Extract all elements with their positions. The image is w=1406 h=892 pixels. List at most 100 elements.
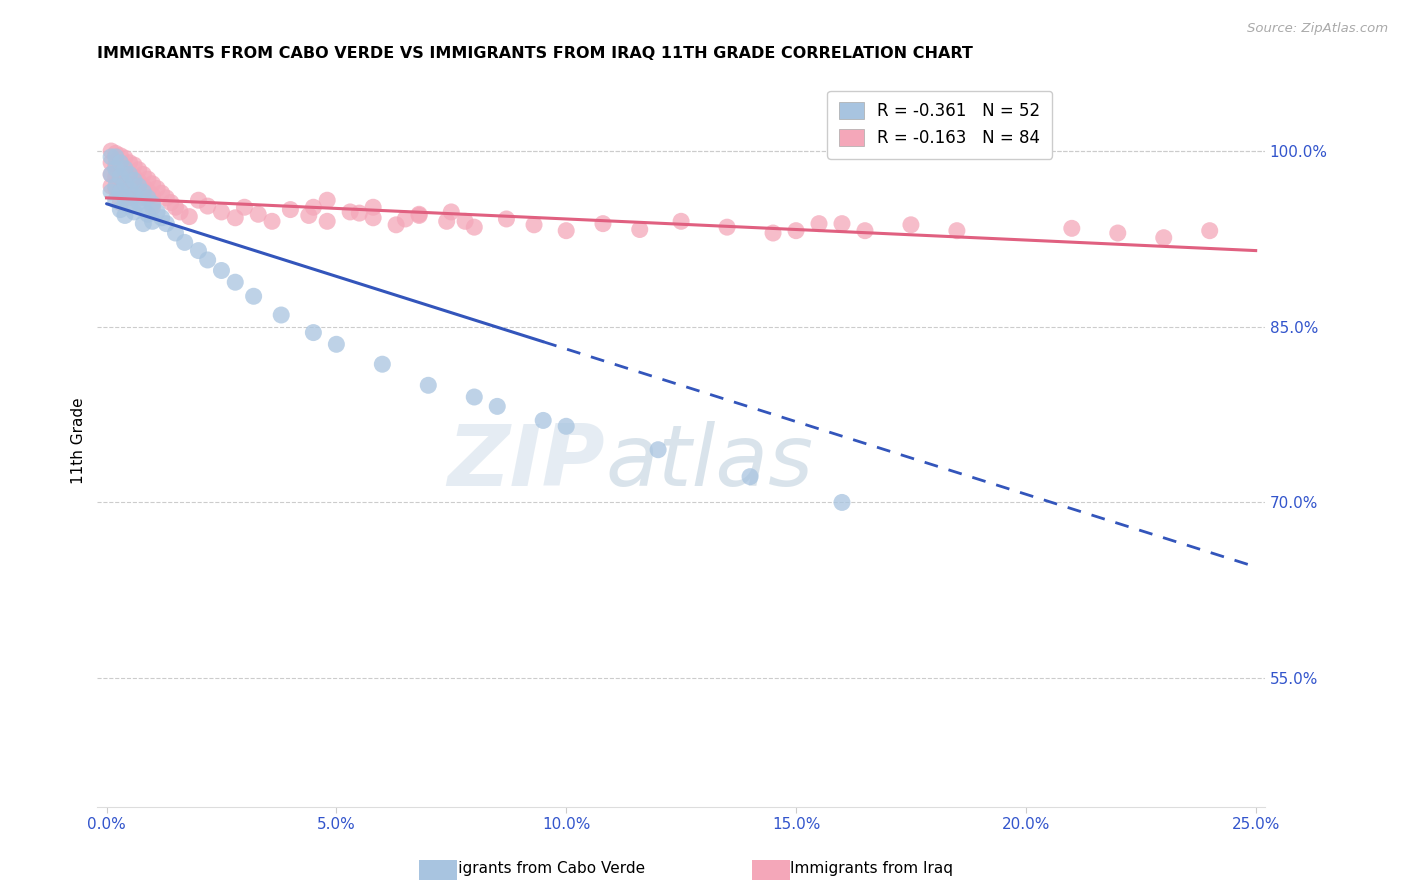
Point xyxy=(104,161,127,176)
Point xyxy=(900,218,922,232)
Point xyxy=(233,200,256,214)
Point xyxy=(785,224,807,238)
Point xyxy=(122,169,145,184)
Point xyxy=(187,244,209,258)
Point xyxy=(136,184,159,198)
Point xyxy=(555,419,578,434)
Point xyxy=(150,211,173,225)
Point xyxy=(280,202,302,217)
Point xyxy=(118,179,141,194)
Point xyxy=(114,186,136,201)
Point xyxy=(132,217,155,231)
Point xyxy=(150,186,173,201)
Point xyxy=(128,179,150,194)
Point xyxy=(1107,226,1129,240)
Point xyxy=(110,172,132,186)
Text: Source: ZipAtlas.com: Source: ZipAtlas.com xyxy=(1247,22,1388,36)
Point xyxy=(100,150,122,164)
Point xyxy=(316,193,339,207)
Point xyxy=(169,205,191,219)
Point xyxy=(385,218,408,232)
Point xyxy=(128,186,150,201)
Point xyxy=(211,263,233,277)
Point xyxy=(463,390,485,404)
Point xyxy=(136,207,159,221)
Point xyxy=(100,168,122,182)
Point xyxy=(531,413,554,427)
Point xyxy=(118,155,141,169)
Point xyxy=(302,326,325,340)
Point xyxy=(114,174,136,188)
Point xyxy=(165,226,187,240)
Point xyxy=(114,191,136,205)
Point xyxy=(114,161,136,176)
Legend: R = -0.361   N = 52, R = -0.163   N = 84: R = -0.361 N = 52, R = -0.163 N = 84 xyxy=(827,91,1052,159)
Point xyxy=(316,214,339,228)
Point xyxy=(454,214,477,228)
Point xyxy=(128,174,150,188)
Point xyxy=(128,195,150,210)
Point xyxy=(141,196,163,211)
Point xyxy=(361,211,384,225)
Point xyxy=(118,183,141,197)
Point xyxy=(118,191,141,205)
Point xyxy=(463,220,485,235)
Point xyxy=(669,214,692,228)
Point xyxy=(122,205,145,219)
Point xyxy=(132,200,155,214)
Point xyxy=(211,205,233,219)
Point xyxy=(555,224,578,238)
Point xyxy=(104,179,127,194)
Point xyxy=(160,195,183,210)
Text: ZIP: ZIP xyxy=(447,421,605,504)
Point xyxy=(394,211,416,226)
Point xyxy=(165,200,187,214)
Point xyxy=(247,207,270,221)
Point xyxy=(361,200,384,214)
Point xyxy=(1198,224,1220,238)
Point xyxy=(592,217,614,231)
Point xyxy=(110,169,132,184)
Point xyxy=(141,188,163,202)
Point xyxy=(179,210,201,224)
Y-axis label: 11th Grade: 11th Grade xyxy=(72,398,86,484)
Point xyxy=(132,185,155,199)
Point xyxy=(100,179,122,194)
Point xyxy=(141,200,163,214)
Point xyxy=(224,211,246,225)
Point xyxy=(197,199,219,213)
Text: Immigrants from Cabo Verde: Immigrants from Cabo Verde xyxy=(423,861,645,876)
Point xyxy=(495,211,517,226)
Point xyxy=(187,193,209,207)
Point xyxy=(100,185,122,199)
Point xyxy=(100,155,122,169)
Point xyxy=(122,173,145,187)
Point xyxy=(104,146,127,161)
Point xyxy=(146,181,169,195)
Point xyxy=(122,158,145,172)
Point xyxy=(371,357,394,371)
Point xyxy=(197,252,219,267)
Point xyxy=(104,150,127,164)
Point xyxy=(831,217,853,231)
Point xyxy=(242,289,264,303)
Point xyxy=(110,149,132,163)
Point xyxy=(302,200,325,214)
Point xyxy=(1060,221,1083,235)
Point xyxy=(436,214,458,228)
Point xyxy=(110,161,132,175)
Point xyxy=(716,220,738,235)
Point xyxy=(141,214,163,228)
Point xyxy=(114,177,136,191)
Point xyxy=(132,191,155,205)
Point xyxy=(114,209,136,223)
Point xyxy=(325,337,347,351)
Point xyxy=(418,378,440,392)
Point xyxy=(1153,230,1175,244)
Point xyxy=(100,144,122,158)
Point xyxy=(946,224,969,238)
Text: Immigrants from Iraq: Immigrants from Iraq xyxy=(790,861,953,876)
Point xyxy=(110,202,132,217)
Point xyxy=(349,206,371,220)
Point xyxy=(173,235,195,250)
